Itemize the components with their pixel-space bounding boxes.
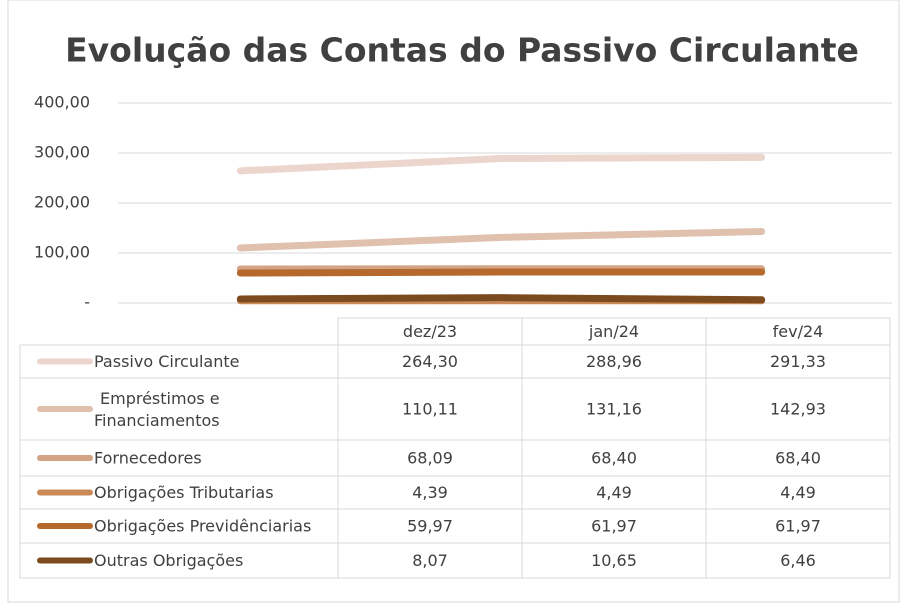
data-label: 142,93 [770,400,826,419]
y-tick-label: 400,00 [34,93,90,112]
data-label: 291,33 [770,352,826,371]
series-line [236,294,766,304]
data-label: 4,39 [412,483,448,502]
data-label: 110,11 [402,400,458,419]
data-label: 131,16 [586,400,642,419]
legend-label: Empréstimos e Financiamentos [94,389,220,430]
legend-label: Outras Obrigações [94,551,243,570]
y-tick-label: 300,00 [34,143,90,162]
table-cell [705,542,891,579]
data-label: 4,49 [780,483,816,502]
y-tick-label: 200,00 [34,193,90,212]
data-label: 61,97 [591,517,637,536]
legend-label: Passivo Circulante [94,352,239,371]
data-label: 8,07 [412,551,448,570]
data-label: 68,09 [407,449,453,468]
series-line [236,153,766,175]
y-tick-label: - [84,293,90,312]
data-label: 59,97 [407,517,453,536]
data-label: 264,30 [402,352,458,371]
y-tick-label: 100,00 [34,243,90,262]
column-header: dez/23 [403,322,457,341]
data-label: 4,49 [596,483,632,502]
legend-label: Obrigações Previdênciarias [94,517,311,536]
data-label: 6,46 [780,551,816,570]
legend-label: Obrigações Tributarias [94,483,274,502]
data-label: 10,65 [591,551,637,570]
column-header: fev/24 [773,322,824,341]
data-label: 61,97 [775,517,821,536]
series-line [236,268,766,277]
chart-title: Evolução das Contas do Passivo Circulant… [65,31,859,70]
data-label: 288,96 [586,352,642,371]
data-label: 68,40 [591,449,637,468]
column-header: jan/24 [588,322,639,341]
legend-label: Fornecedores [94,449,202,468]
data-label: 68,40 [775,449,821,468]
series-line [236,228,766,252]
